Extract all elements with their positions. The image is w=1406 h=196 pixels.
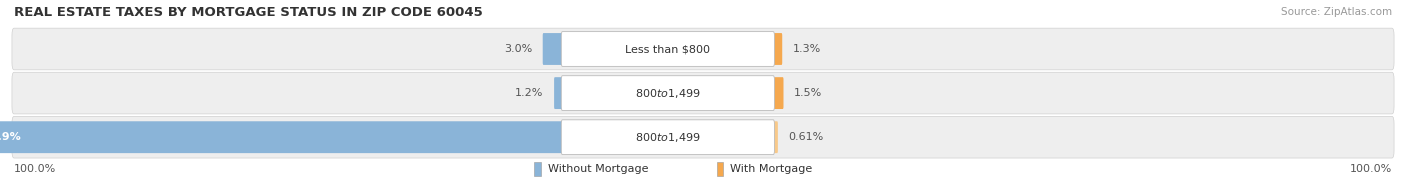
- FancyBboxPatch shape: [773, 77, 783, 109]
- Text: $800 to $1,499: $800 to $1,499: [636, 131, 700, 144]
- Text: Without Mortgage: Without Mortgage: [547, 164, 648, 174]
- Text: Source: ZipAtlas.com: Source: ZipAtlas.com: [1281, 7, 1392, 17]
- FancyBboxPatch shape: [717, 162, 723, 176]
- Text: 1.2%: 1.2%: [515, 88, 544, 98]
- Text: 3.0%: 3.0%: [503, 44, 533, 54]
- FancyBboxPatch shape: [773, 121, 778, 153]
- FancyBboxPatch shape: [543, 33, 564, 65]
- Text: 93.9%: 93.9%: [0, 132, 21, 142]
- FancyBboxPatch shape: [534, 162, 540, 176]
- Text: 1.5%: 1.5%: [794, 88, 823, 98]
- FancyBboxPatch shape: [11, 116, 1395, 158]
- FancyBboxPatch shape: [561, 120, 775, 155]
- Text: 1.3%: 1.3%: [793, 44, 821, 54]
- Text: $800 to $1,499: $800 to $1,499: [636, 87, 700, 100]
- FancyBboxPatch shape: [554, 77, 564, 109]
- FancyBboxPatch shape: [11, 72, 1395, 114]
- Text: 100.0%: 100.0%: [1350, 164, 1392, 174]
- FancyBboxPatch shape: [0, 121, 564, 153]
- FancyBboxPatch shape: [773, 33, 782, 65]
- FancyBboxPatch shape: [561, 76, 775, 111]
- Text: 0.61%: 0.61%: [789, 132, 824, 142]
- Text: REAL ESTATE TAXES BY MORTGAGE STATUS IN ZIP CODE 60045: REAL ESTATE TAXES BY MORTGAGE STATUS IN …: [14, 6, 482, 19]
- FancyBboxPatch shape: [11, 28, 1395, 70]
- Text: 100.0%: 100.0%: [14, 164, 56, 174]
- Text: Less than $800: Less than $800: [626, 44, 710, 54]
- Text: With Mortgage: With Mortgage: [730, 164, 813, 174]
- FancyBboxPatch shape: [561, 32, 775, 66]
